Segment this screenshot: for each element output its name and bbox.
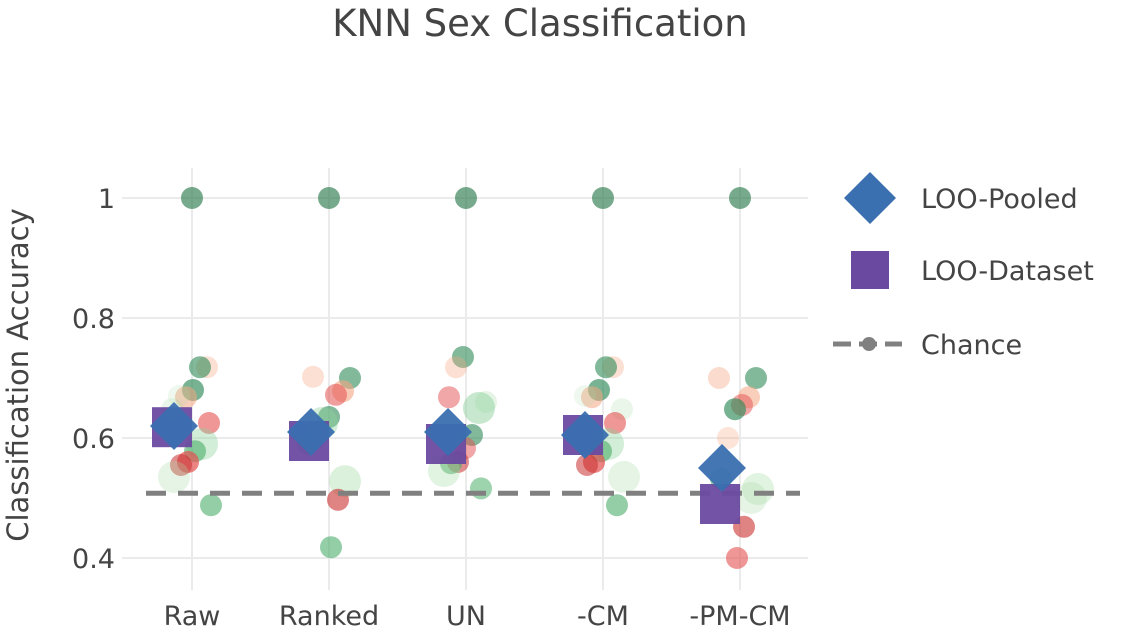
loo-pooled-marker [287,408,335,456]
loo-pooled-marker [424,408,472,456]
legend-label-loo-pooled: LOO-Pooled [921,184,1078,215]
dataset-point [200,494,222,517]
dataset-point [175,386,197,409]
dataset-point [168,385,190,407]
loo-pooled-marker [698,444,746,492]
dataset-point [320,536,342,559]
dataset-point [724,398,746,421]
summary-markers [150,402,746,524]
dataset-point [302,365,324,388]
x-tick-label: Ranked [279,601,379,631]
legend: LOO-Pooled LOO-Dataset Chance [833,172,1094,361]
dataset-point [189,356,211,379]
dataset-point [325,383,347,406]
x-tick-label: Raw [164,601,221,631]
x-tick-label: -CM [577,601,629,631]
dataset-point [742,473,774,505]
dataset-point [463,392,495,424]
dataset-point [452,346,474,368]
dataset-point [170,454,192,476]
loo-dataset-marker [700,484,740,524]
y-tick-label: 1 [98,184,115,215]
y-tick-label: 0.6 [72,424,115,455]
y-axis-label: Classification Accuracy [1,208,35,542]
dataset-point [717,427,739,449]
legend-label-chance: Chance [921,330,1022,361]
dataset-point [181,187,203,209]
legend-dot-icon [862,337,876,351]
dataset-point [606,494,628,517]
axis-ticks: 0.4 0.6 0.8 1 Raw Ranked UN -CM -PM-CM [72,184,791,631]
dataset-points [158,187,774,569]
dataset-point [445,356,467,379]
dataset-point [455,187,477,209]
y-tick-label: 0.8 [72,304,115,335]
grid [122,168,808,590]
dataset-point [604,412,626,434]
dataset-point [735,482,767,514]
x-tick-label: -PM-CM [689,601,790,631]
dataset-point [726,547,748,569]
dataset-point [574,385,596,407]
legend-label-loo-dataset: LOO-Dataset [921,256,1094,287]
dataset-point [729,187,751,209]
dataset-point [158,461,190,493]
dataset-point [198,412,220,434]
x-tick-label: UN [446,601,486,631]
dataset-point [576,454,598,476]
loo-pooled-marker [150,402,198,450]
legend-diamond-icon [844,172,896,224]
dataset-point [438,386,460,409]
y-tick-label: 0.4 [72,544,115,575]
dataset-point [595,356,617,379]
dataset-point [592,187,614,209]
dataset-point [708,367,730,389]
legend-square-icon [851,251,889,289]
dataset-point [470,477,492,500]
dataset-point [745,367,767,389]
dataset-point [608,461,640,493]
loo-pooled-marker [561,411,609,459]
chart-title: KNN Sex Classification [332,2,747,45]
dataset-point [318,187,340,209]
dataset-point [581,386,603,409]
